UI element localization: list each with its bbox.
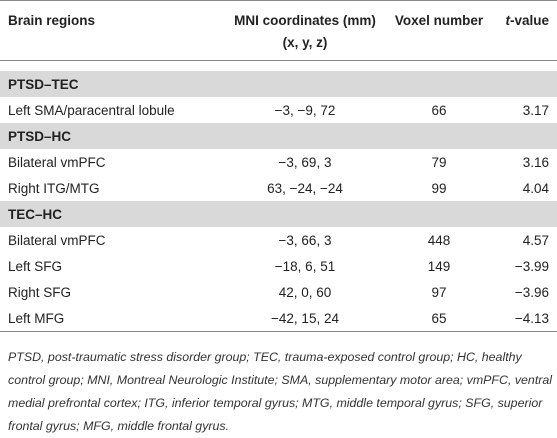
results-table: Brain regions MNI coordinates (mm) (x, y,… (0, 0, 557, 332)
cell: 66 (431, 102, 447, 118)
section-label: PTSD–HC (0, 123, 557, 149)
cell: −4.13 (490, 305, 557, 332)
header-cell: MNI coordinates (mm) (x, y, z) (230, 0, 380, 61)
section-label: TEC–HC (0, 201, 557, 227)
data-row: Left SMA/paracentral lobule −3, −9, 72 66 3… (0, 97, 557, 123)
footnote: PTSD, post-traumatic stress disorder gro… (8, 350, 553, 433)
cell: 42, 0, 60 (278, 284, 332, 300)
cell: −3.96 (514, 284, 549, 300)
cell: 149 (427, 258, 451, 274)
section-label: PTSD–TEC (0, 71, 557, 97)
header-text: -value (509, 13, 549, 28)
section-row: TEC–HC (0, 201, 557, 227)
data-row: Left MFG −42, 15, 24 65 −4.13 (0, 305, 557, 332)
cell: 65 (380, 305, 490, 332)
cell: 97 (431, 284, 447, 300)
cell: 4.04 (522, 180, 549, 196)
table-body: PTSD–TEC Left SMA/paracentral lobule −3, −… (0, 61, 557, 332)
cell: 448 (427, 232, 451, 248)
cell: Left MFG (0, 305, 230, 332)
section-row: PTSD–TEC (0, 71, 557, 97)
header-text: (x, y, z) (282, 35, 328, 50)
header-cell: t-value (490, 0, 557, 61)
spacer (0, 61, 557, 72)
cell: −3, 69, 3 (278, 154, 332, 170)
cell: Bilateral vmPFC (8, 232, 106, 248)
cell: −18, 6, 51 (274, 258, 336, 274)
cell: −3, 66, 3 (278, 232, 332, 248)
data-row: Right SFG 42, 0, 60 97 −3.96 (0, 279, 557, 305)
header-cell: Voxel number (380, 0, 490, 61)
cell: 3.17 (522, 102, 549, 118)
section-row: PTSD–HC (0, 123, 557, 149)
cell: 63, −24, −24 (267, 180, 343, 196)
cell: 99 (431, 180, 447, 196)
cell: 79 (431, 154, 447, 170)
spacer-cell (0, 61, 557, 72)
data-row: Right ITG/MTG 63, −24, −24 99 4.04 (0, 175, 557, 201)
cell: −3.99 (514, 258, 549, 274)
cell: Left SFG (8, 258, 63, 274)
cell: Bilateral vmPFC (8, 154, 106, 170)
cell: Left SMA/paracentral lobule (8, 102, 175, 118)
header-cell: Brain regions (0, 0, 230, 61)
data-row: Bilateral vmPFC −3, 69, 3 79 3.16 (0, 149, 557, 175)
cell: Right ITG/MTG (8, 180, 100, 196)
cell: Right SFG (8, 284, 72, 300)
header-row: Brain regions MNI coordinates (mm) (x, y,… (0, 0, 557, 61)
data-row: Bilateral vmPFC −3, 66, 3 448 4.57 (0, 227, 557, 253)
header-text: t (505, 13, 510, 28)
data-row: Left SFG −18, 6, 51 149 −3.99 (0, 253, 557, 279)
header-text: MNI coordinates (mm) (234, 13, 376, 28)
cell: −42, 15, 24 (230, 305, 380, 332)
cell: −3, −9, 72 (274, 102, 336, 118)
cell: 3.16 (522, 154, 549, 170)
cell: 4.57 (522, 232, 549, 248)
